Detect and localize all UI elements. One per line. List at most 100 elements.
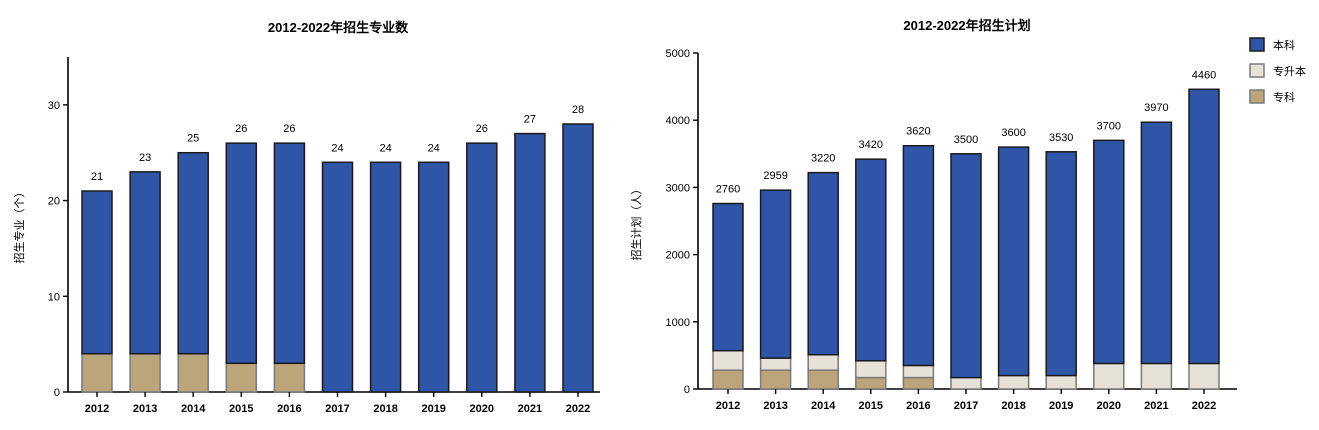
chart1-bar-本科-2013 (129, 171, 161, 355)
legend-label-专升本: 专升本 (1273, 64, 1306, 78)
chart2-x-tick-label: 2013 (763, 400, 787, 412)
chart2-plot: 0 1000 2000 3000 4000 5000 2760 2012 2959 2013 322… (666, 48, 1237, 412)
chart1-bar-本科-2016 (273, 142, 306, 365)
legend-label-本科: 本科 (1273, 38, 1295, 52)
chart2-data-label-2021: 3970 (1144, 102, 1168, 114)
chart1-y-tick-label: 0 (54, 387, 60, 399)
legend-swatch-专升本 (1249, 63, 1265, 78)
chart1-x-tick-label: 2017 (325, 403, 349, 415)
chart2-bar-专科-2016 (902, 376, 935, 390)
chart2-bar-专科-2015 (855, 376, 887, 390)
chart1-title: 2012-2022年招生专业数 (268, 20, 409, 35)
chart1-bar-专科-2016 (273, 362, 306, 393)
chart2-bar-本科-2021 (1140, 121, 1173, 365)
chart1-x-tick-label: 2021 (518, 403, 542, 415)
chart2-bar-专升本-2012 (712, 349, 744, 371)
chart2-bar-本科-2012 (712, 202, 744, 352)
chart2-x-tick-label: 2015 (859, 400, 883, 412)
chart2-bar-专升本-2019 (1045, 374, 1077, 390)
chart2-bar-专升本-2017 (950, 376, 982, 390)
chart2-data-label-2019: 3530 (1049, 132, 1073, 144)
chart2-data-label-2016: 3620 (906, 126, 930, 138)
chart2-bar-本科-2016 (902, 144, 935, 367)
chart1-bar-本科-2019 (417, 161, 450, 393)
chart1-bar-本科-2021 (514, 132, 546, 393)
legend-label-专科: 专科 (1273, 90, 1295, 104)
chart2-bar-专科-2014 (807, 369, 839, 390)
chart2-bar-本科-2018 (997, 146, 1030, 377)
chart2-x-tick-label: 2019 (1049, 400, 1073, 412)
chart2-data-label-2012: 2760 (716, 184, 740, 196)
chart1-x-tick-label: 2012 (85, 403, 109, 415)
chart1-x-tick-label: 2018 (373, 403, 397, 415)
chart1-data-label-2015: 26 (235, 123, 247, 135)
chart2-x-tick-label: 2022 (1192, 400, 1216, 412)
chart2-bar-本科-2013 (759, 189, 792, 359)
chart1-data-label-2022: 28 (572, 104, 584, 116)
chart2-title: 2012-2022年招生计划 (903, 18, 1030, 33)
chart2-data-label-2018: 3600 (1001, 127, 1025, 139)
chart2-bar-专升本-2018 (997, 374, 1030, 390)
chart2-bar-本科-2020 (1093, 139, 1125, 365)
chart1-x-tick-label: 2022 (566, 403, 590, 415)
chart1-data-label-2020: 26 (476, 123, 488, 135)
chart1-bar-本科-2022 (562, 123, 594, 393)
chart1-bar-专科-2012 (81, 352, 113, 393)
chart1-plot: 0 10 20 30 21 2012 23 2013 25 2014 26 2015 26 2016 24 2… (48, 57, 600, 415)
chart2-data-label-2022: 4460 (1192, 69, 1216, 81)
chart2-x-tick-label: 2014 (811, 400, 836, 412)
chart2-bar-本科-2019 (1045, 151, 1077, 377)
chart1-data-label-2017: 24 (331, 142, 343, 154)
chart2-bar-专科-2013 (759, 369, 792, 390)
chart1-data-label-2014: 25 (187, 133, 199, 145)
chart1-data-label-2018: 24 (379, 142, 391, 154)
chart2-bar-专科-2012 (712, 369, 744, 390)
chart2-bar-专升本-2016 (902, 364, 935, 379)
chart2-data-label-2014: 3220 (811, 153, 835, 165)
chart2-bar-专升本-2015 (855, 360, 887, 379)
legend-swatch-本科 (1249, 37, 1265, 52)
chart1-bar-专科-2013 (129, 352, 161, 393)
chart1-x-tick-label: 2016 (277, 403, 301, 415)
chart1-bar-本科-2017 (321, 161, 354, 393)
chart1-data-label-2019: 24 (428, 142, 440, 154)
chart2-y-tick-label: 0 (684, 384, 690, 396)
chart1-bar-本科-2015 (225, 142, 258, 365)
chart1-bar-本科-2020 (466, 142, 498, 393)
chart2-data-label-2020: 3700 (1097, 120, 1121, 132)
chart1-bar-专科-2015 (225, 362, 258, 393)
chart2-bar-本科-2017 (950, 153, 982, 379)
chart2-x-tick-label: 2016 (906, 400, 930, 412)
chart1-data-label-2016: 26 (283, 123, 295, 135)
chart2-bar-专升本-2014 (807, 353, 839, 371)
chart1-x-tick-label: 2014 (181, 403, 206, 415)
chart1-data-label-2021: 27 (524, 114, 536, 126)
chart1-x-tick-label: 2015 (229, 403, 253, 415)
chart2-bar-专升本-2021 (1140, 362, 1173, 390)
chart2-x-tick-label: 2020 (1097, 400, 1121, 412)
chart1-x-tick-label: 2013 (133, 403, 157, 415)
chart1-bar-本科-2012 (81, 190, 113, 355)
chart1-data-label-2012: 21 (91, 171, 103, 183)
chart2-data-label-2017: 3500 (954, 134, 978, 146)
chart2-bar-专升本-2022 (1188, 362, 1220, 390)
chart1-bar-本科-2018 (369, 161, 402, 393)
chart1-ylabel: 招生专业（个） (12, 187, 26, 264)
chart1-x-tick-label: 2019 (421, 403, 445, 415)
chart1-y-tick-label: 20 (48, 196, 60, 208)
chart2-data-label-2015: 3420 (859, 139, 883, 151)
chart2-bar-本科-2022 (1188, 88, 1220, 365)
chart2-y-tick-label: 5000 (666, 48, 690, 60)
chart2-x-tick-label: 2018 (1001, 400, 1025, 412)
chart1-bar-专科-2014 (177, 352, 209, 393)
chart2-y-tick-label: 1000 (666, 317, 690, 329)
chart2-data-label-2013: 2959 (763, 170, 787, 182)
chart2-ylabel: 招生计划（人） (629, 184, 643, 261)
chart1-y-tick-label: 10 (48, 291, 60, 303)
chart2-bar-本科-2014 (807, 171, 839, 356)
chart2-bar-专升本-2013 (759, 357, 792, 371)
chart1-bar-本科-2014 (177, 151, 209, 355)
chart2-bar-本科-2015 (855, 158, 887, 362)
